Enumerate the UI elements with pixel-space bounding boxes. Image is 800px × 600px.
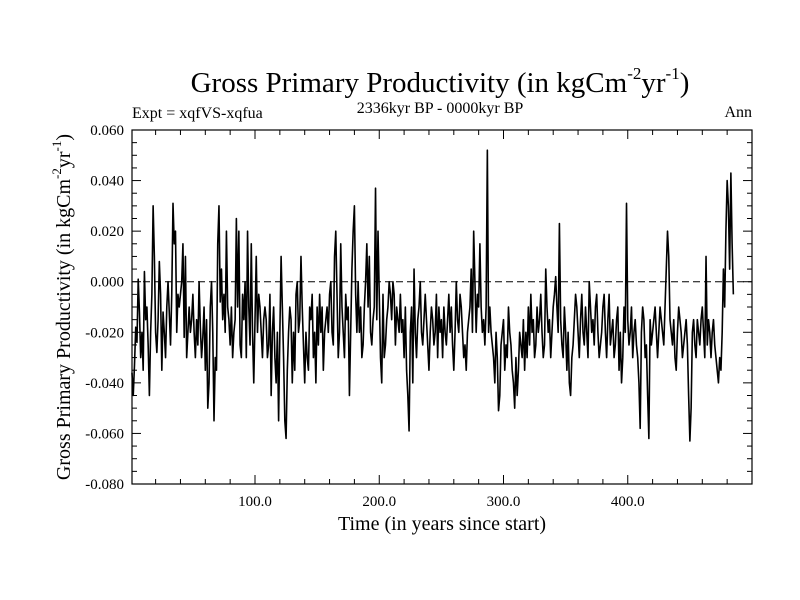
gpp-series-line xyxy=(131,149,735,442)
y-tick-label: 0.020 xyxy=(90,224,124,240)
y-axis-label: Gross Primary Productivity (in kgCm-2yr-… xyxy=(49,134,75,480)
time-range-label: 2336kyr BP - 0000kyr BP xyxy=(357,100,524,117)
x-tick-label: 400.0 xyxy=(611,494,645,510)
y-tick-label: 0.060 xyxy=(90,123,124,139)
y-tick-label: -0.020 xyxy=(85,325,124,341)
y-tick-label: 0.040 xyxy=(90,174,124,190)
y-tick-label: -0.080 xyxy=(85,477,124,493)
y-tick-label: -0.060 xyxy=(85,426,124,442)
y-tick-label: 0.000 xyxy=(90,275,124,291)
x-axis-label: Time (in years since start) xyxy=(338,513,546,535)
x-axis-ticks: 100.0 200.0 300.0 400.0 xyxy=(155,130,728,510)
x-tick-label: 300.0 xyxy=(487,494,521,510)
y-axis-ticks: -0.080 -0.060 -0.040 -0.020 0.000 0.020 0.040 0… xyxy=(85,123,752,493)
season-label: Ann xyxy=(724,104,752,121)
y-tick-label: -0.040 xyxy=(85,376,124,392)
experiment-label: Expt = xqfVS-xqfua xyxy=(132,105,263,122)
x-tick-label: 100.0 xyxy=(238,494,272,510)
chart-title: Gross Primary Productivity (in kgCm-2yr-… xyxy=(191,64,690,99)
x-tick-label: 200.0 xyxy=(362,494,396,510)
